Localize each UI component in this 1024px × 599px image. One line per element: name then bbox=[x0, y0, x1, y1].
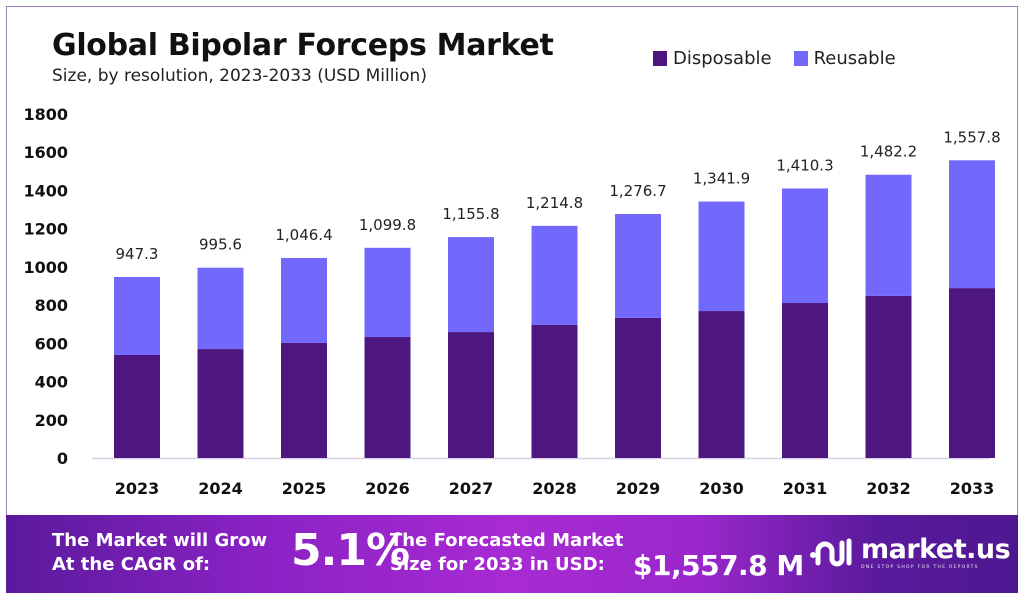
data-label-total: 1,276.7 bbox=[609, 182, 666, 200]
data-label-total: 1,046.4 bbox=[275, 226, 332, 244]
logo-name: market.us bbox=[861, 534, 1011, 565]
bar-reusable-2026 bbox=[364, 247, 411, 338]
chart-frame bbox=[6, 6, 1018, 593]
market-us-logo-icon bbox=[810, 538, 852, 567]
y-tick-label: 800 bbox=[35, 296, 68, 315]
bar-disposable-2024 bbox=[197, 349, 244, 458]
bar-reusable-2023 bbox=[114, 276, 160, 355]
y-tick-label: 1400 bbox=[23, 181, 68, 200]
y-tick-label: 0 bbox=[57, 449, 68, 468]
bar-disposable-2031 bbox=[782, 303, 828, 458]
bar-disposable-2023 bbox=[114, 354, 160, 458]
x-tick-label: 2033 bbox=[950, 479, 995, 498]
bar-reusable-2030 bbox=[698, 201, 745, 312]
legend-item-disposable: Disposable bbox=[653, 48, 772, 69]
bar-disposable-2027 bbox=[448, 332, 494, 458]
bar-reusable-2031 bbox=[782, 188, 828, 304]
bar-reusable-2025 bbox=[281, 258, 327, 343]
legend-item-reusable: Reusable bbox=[793, 48, 896, 69]
data-label-total: 1,341.9 bbox=[693, 170, 750, 188]
chart-subtitle: Size, by resolution, 2023-2033 (USD Mill… bbox=[52, 66, 427, 86]
bar-disposable-2028 bbox=[531, 324, 578, 458]
cagr-label-line1: The Market will Grow bbox=[52, 530, 268, 551]
bar-disposable-2029 bbox=[615, 317, 661, 458]
bar-disposable-2033 bbox=[949, 288, 995, 458]
bar-reusable-2032 bbox=[865, 174, 912, 296]
forecast-label-line1: The Forecasted Market bbox=[390, 530, 624, 551]
forecast-value: $1,557.8 M bbox=[633, 549, 804, 582]
data-label-total: 1,099.8 bbox=[359, 216, 416, 234]
y-tick-label: 1600 bbox=[23, 143, 68, 162]
y-tick-label: 400 bbox=[35, 373, 68, 392]
y-tick-label: 1200 bbox=[23, 220, 68, 239]
x-tick-label: 2032 bbox=[866, 479, 911, 498]
bar-reusable-2027 bbox=[448, 237, 494, 333]
bar-chart: 0 200 400 600 800 1000 1200 1400 1600 1800 947.3 20… bbox=[23, 105, 1000, 498]
data-label-total: 1,214.8 bbox=[526, 194, 583, 212]
data-label-total: 1,557.8 bbox=[943, 128, 1000, 146]
data-label-total: 947.3 bbox=[116, 245, 159, 263]
chart-title: Global Bipolar Forceps Market bbox=[52, 28, 554, 63]
x-tick-label: 2028 bbox=[532, 479, 577, 498]
bar-reusable-2029 bbox=[615, 214, 661, 318]
data-label-total: 1,155.8 bbox=[442, 205, 499, 223]
x-tick-label: 2024 bbox=[198, 479, 243, 498]
cagr-label-line2: At the CAGR of: bbox=[52, 554, 211, 575]
bar-reusable-2033 bbox=[949, 160, 995, 289]
market-us-logo: market.us ONE STOP SHOP FOR THE REPORTS bbox=[809, 533, 1011, 573]
bar-disposable-2032 bbox=[865, 295, 912, 458]
legend: Disposable Reusable bbox=[653, 48, 896, 69]
legend-label-disposable: Disposable bbox=[673, 48, 772, 69]
logo-tagline: ONE STOP SHOP FOR THE REPORTS bbox=[861, 565, 979, 570]
forecast-label-line2: Size for 2033 in USD: bbox=[390, 554, 605, 575]
legend-swatch-disposable bbox=[653, 51, 667, 66]
cagr-value: 5.1% bbox=[291, 525, 410, 576]
y-tick-label: 600 bbox=[35, 334, 68, 353]
bar-disposable-2030 bbox=[698, 311, 745, 458]
x-tick-label: 2026 bbox=[365, 479, 410, 498]
legend-swatch-reusable bbox=[793, 51, 808, 66]
x-tick-label: 2031 bbox=[783, 479, 828, 498]
bar-disposable-2026 bbox=[364, 337, 411, 458]
y-tick-label: 200 bbox=[35, 411, 68, 430]
x-tick-label: 2030 bbox=[699, 479, 744, 498]
x-tick-label: 2029 bbox=[616, 479, 661, 498]
x-tick-label: 2027 bbox=[449, 479, 494, 498]
bar-disposable-2025 bbox=[281, 342, 327, 458]
summary-banner: The Market will Grow At the CAGR of: 5.1… bbox=[6, 515, 1018, 593]
legend-label-reusable: Reusable bbox=[813, 48, 896, 69]
y-tick-label: 1000 bbox=[23, 258, 68, 277]
bar-reusable-2028 bbox=[531, 225, 578, 325]
x-tick-label: 2025 bbox=[282, 479, 327, 498]
bar-reusable-2024 bbox=[197, 267, 244, 350]
forecast-label: The Forecasted Market Size for 2033 in U… bbox=[390, 529, 623, 577]
data-label-total: 1,410.3 bbox=[776, 156, 833, 174]
y-tick-label: 1800 bbox=[23, 105, 68, 124]
data-label-total: 995.6 bbox=[199, 236, 242, 254]
data-label-total: 1,482.2 bbox=[860, 143, 917, 161]
x-tick-label: 2023 bbox=[115, 479, 160, 498]
cagr-label: The Market will Grow At the CAGR of: bbox=[52, 529, 267, 577]
